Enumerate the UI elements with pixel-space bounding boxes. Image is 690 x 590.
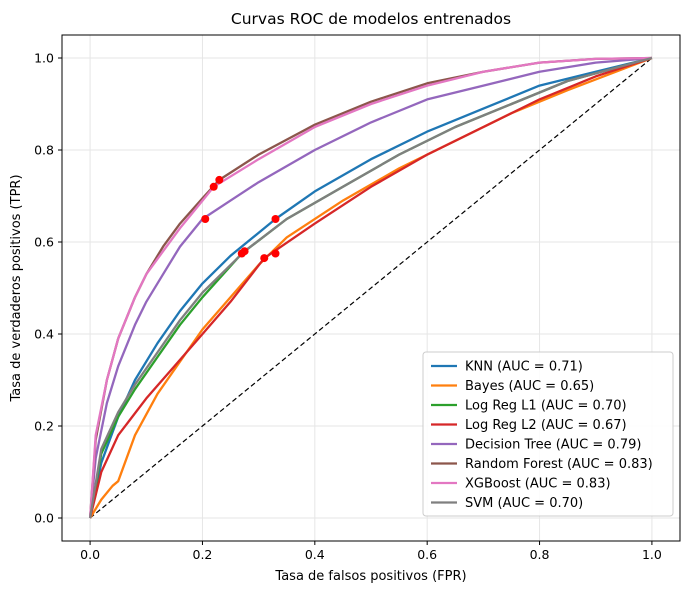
y-tick-label: 0.4	[34, 327, 54, 342]
legend-label-6: XGBoost (AUC = 0.83)	[465, 477, 611, 492]
x-axis-label: Tasa de falsos positivos (FPR)	[274, 569, 466, 584]
x-tick-label: 1.0	[642, 547, 662, 562]
legend-label-4: Decision Tree (AUC = 0.79)	[465, 438, 641, 453]
legend-label-7: SVM (AUC = 0.70)	[465, 496, 583, 511]
axis-ticks: 0.0 0.2 0.4 0.6 0.8 1.0 0.0 0.2 0.4 0.6 0.8 1.0	[34, 51, 662, 563]
random-classifier-diagonal	[89, 57, 653, 519]
y-axis-label: Tasa de verdaderos positivos (TPR)	[9, 174, 24, 402]
legend-label-2: Log Reg L1 (AUC = 0.70)	[465, 399, 627, 414]
legend: KNN (AUC = 0.71) Bayes (AUC = 0.65) Log Re…	[422, 351, 674, 517]
legend-label-1: Bayes (AUC = 0.65)	[465, 379, 594, 394]
threshold-marker-0	[271, 215, 280, 223]
legend-box	[422, 351, 674, 517]
x-tick-label: 0.2	[193, 547, 213, 562]
chart-title: Curvas ROC de modelos entrenados	[231, 10, 511, 28]
threshold-marker-6	[209, 182, 218, 191]
y-tick-label: 1.0	[34, 51, 54, 66]
x-tick-label: 0.8	[530, 547, 550, 562]
threshold-marker-5	[215, 175, 224, 184]
threshold-marker-1	[271, 249, 280, 258]
y-tick-label: 0.8	[34, 143, 54, 158]
threshold-marker-3	[260, 254, 269, 263]
series-line-6	[88, 56, 652, 519]
x-tick-label: 0.4	[305, 547, 325, 562]
y-tick-label: 0.0	[34, 511, 54, 526]
y-tick-label: 0.2	[34, 419, 54, 434]
legend-label-0: KNN (AUC = 0.71)	[465, 360, 583, 375]
legend-label-3: Log Reg L2 (AUC = 0.67)	[465, 418, 627, 433]
threshold-markers	[201, 175, 280, 263]
legend-label-5: Random Forest (AUC = 0.83)	[465, 457, 653, 472]
x-tick-label: 0.6	[417, 547, 437, 562]
y-tick-label: 0.6	[34, 235, 54, 250]
threshold-marker-7	[240, 247, 249, 256]
plot-frame	[61, 34, 681, 542]
threshold-marker-4	[201, 215, 210, 223]
x-tick-label: 0.0	[80, 547, 100, 562]
series-line-4	[88, 56, 652, 519]
